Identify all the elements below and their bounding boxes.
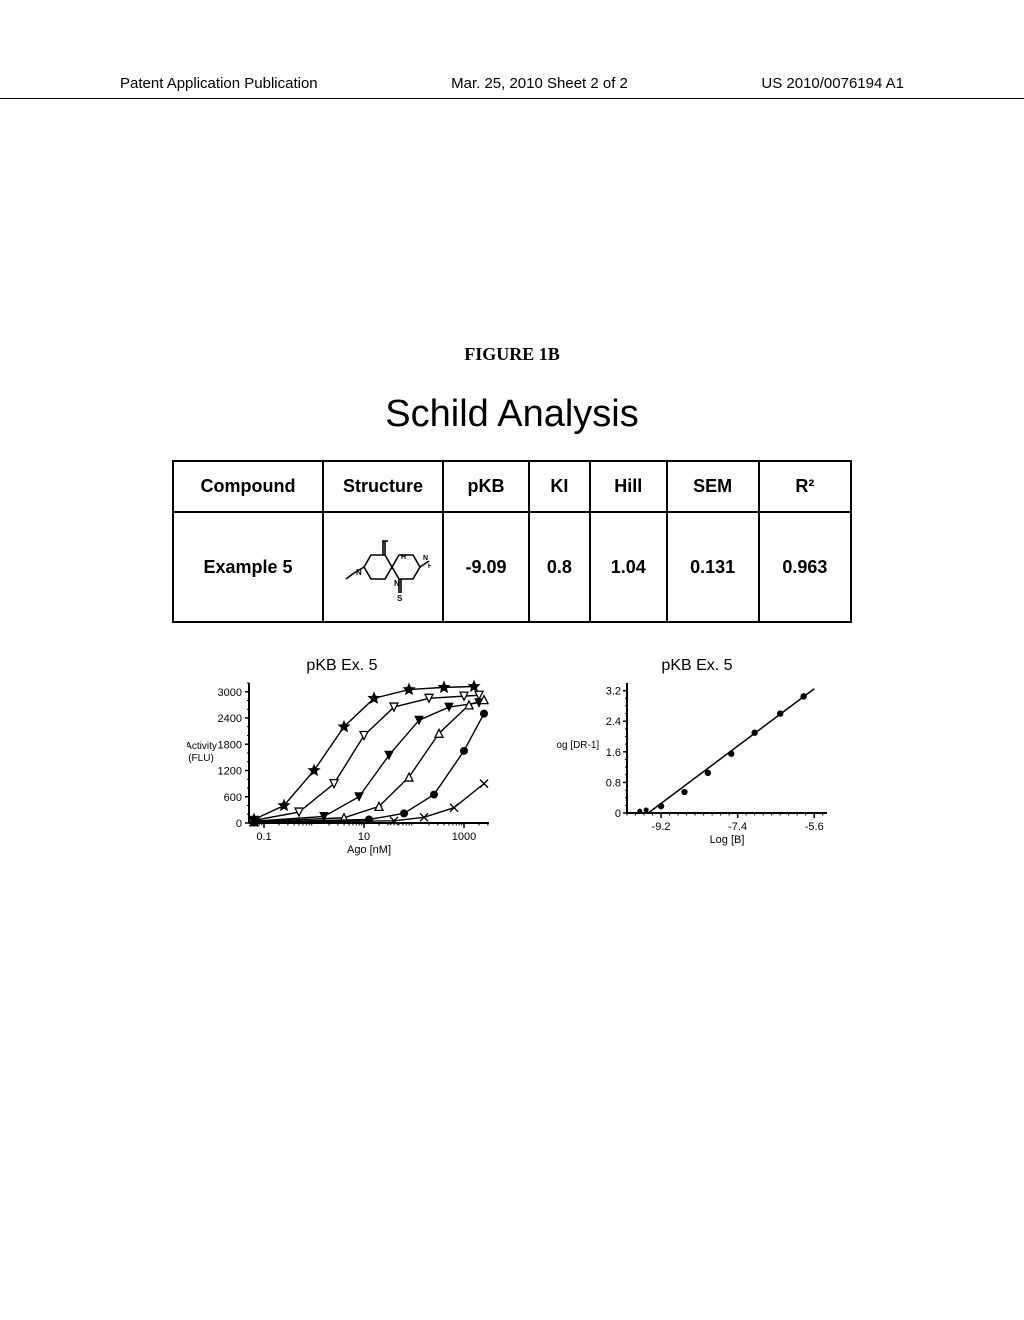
svg-text:H: H [401,554,406,561]
schild-plot-chart: 0 0.8 1.6 2.4 3.2 -9.2 -7.4 -5.6 Log [DR-1] Log [… [557,677,837,847]
svg-text:N: N [394,579,400,588]
svg-text:(FLU): (FLU) [188,753,214,764]
chart-left-box: pKB Ex. 5 0 600 1200 1800 2400 3000 0.1 10 1000 … [187,657,497,857]
svg-text:N: N [423,555,428,562]
table-header-row: Compound Structure pKB KI Hill SEM R² [173,461,851,512]
chart-right-box: pKB Ex. 5 0 0.8 1.6 2.4 3.2 -9.2 -7.4 -5.6 Log [… [557,657,837,857]
svg-text:1.6: 1.6 [606,747,621,759]
svg-text:3000: 3000 [218,687,242,699]
cell-sem: 0.131 [667,512,759,622]
chart-left-title: pKB Ex. 5 [306,657,377,675]
svg-text:N: N [356,568,362,577]
cell-compound: Example 5 [173,512,323,622]
figure-label: FIGURE 1B [0,344,1024,365]
svg-text:S: S [397,594,403,603]
svg-text:-7.4: -7.4 [728,821,747,833]
svg-text:600: 600 [224,792,242,804]
col-hill: Hill [590,461,667,512]
table-row: Example 5 N [173,512,851,622]
svg-text:0: 0 [236,818,242,830]
cell-structure: N H N H N S [323,512,443,622]
col-ki: KI [529,461,590,512]
svg-text:1000: 1000 [452,831,476,843]
dose-response-chart: 0 600 1200 1800 2400 3000 0.1 10 1000 Activity(F… [187,677,497,857]
patent-header: Patent Application Publication Mar. 25, … [0,0,1024,99]
schild-table: Compound Structure pKB KI Hill SEM R² Ex… [172,460,852,623]
cell-ki: 0.8 [529,512,590,622]
svg-text:3.2: 3.2 [606,686,621,698]
cell-pkb: -9.09 [443,512,529,622]
svg-text:1800: 1800 [218,739,242,751]
svg-text:H: H [428,564,431,570]
header-left: Patent Application Publication [120,75,318,92]
svg-text:Log [B]: Log [B] [710,834,745,846]
cell-hill: 1.04 [590,512,667,622]
col-r2: R² [759,461,851,512]
col-compound: Compound [173,461,323,512]
svg-text:-5.6: -5.6 [805,821,824,833]
svg-text:10: 10 [358,831,370,843]
svg-text:Log [DR-1]: Log [DR-1] [557,740,599,751]
chart-right-title: pKB Ex. 5 [661,657,732,675]
svg-text:Activity: Activity [187,741,217,752]
col-pkb: pKB [443,461,529,512]
svg-text:0.8: 0.8 [606,777,621,789]
page-title: Schild Analysis [0,393,1024,436]
col-structure: Structure [323,461,443,512]
header-right: US 2010/0076194 A1 [761,75,904,92]
svg-text:-9.2: -9.2 [652,821,671,833]
svg-text:2400: 2400 [218,713,242,725]
molecule-icon: N H N H N S [336,527,431,607]
svg-text:Ago [nM]: Ago [nM] [347,844,391,856]
svg-text:0.1: 0.1 [256,831,271,843]
charts-row: pKB Ex. 5 0 600 1200 1800 2400 3000 0.1 10 1000 … [0,657,1024,857]
header-center: Mar. 25, 2010 Sheet 2 of 2 [451,75,628,92]
col-sem: SEM [667,461,759,512]
svg-text:0: 0 [615,808,621,820]
svg-text:2.4: 2.4 [606,716,621,728]
svg-text:1200: 1200 [218,766,242,778]
cell-r2: 0.963 [759,512,851,622]
